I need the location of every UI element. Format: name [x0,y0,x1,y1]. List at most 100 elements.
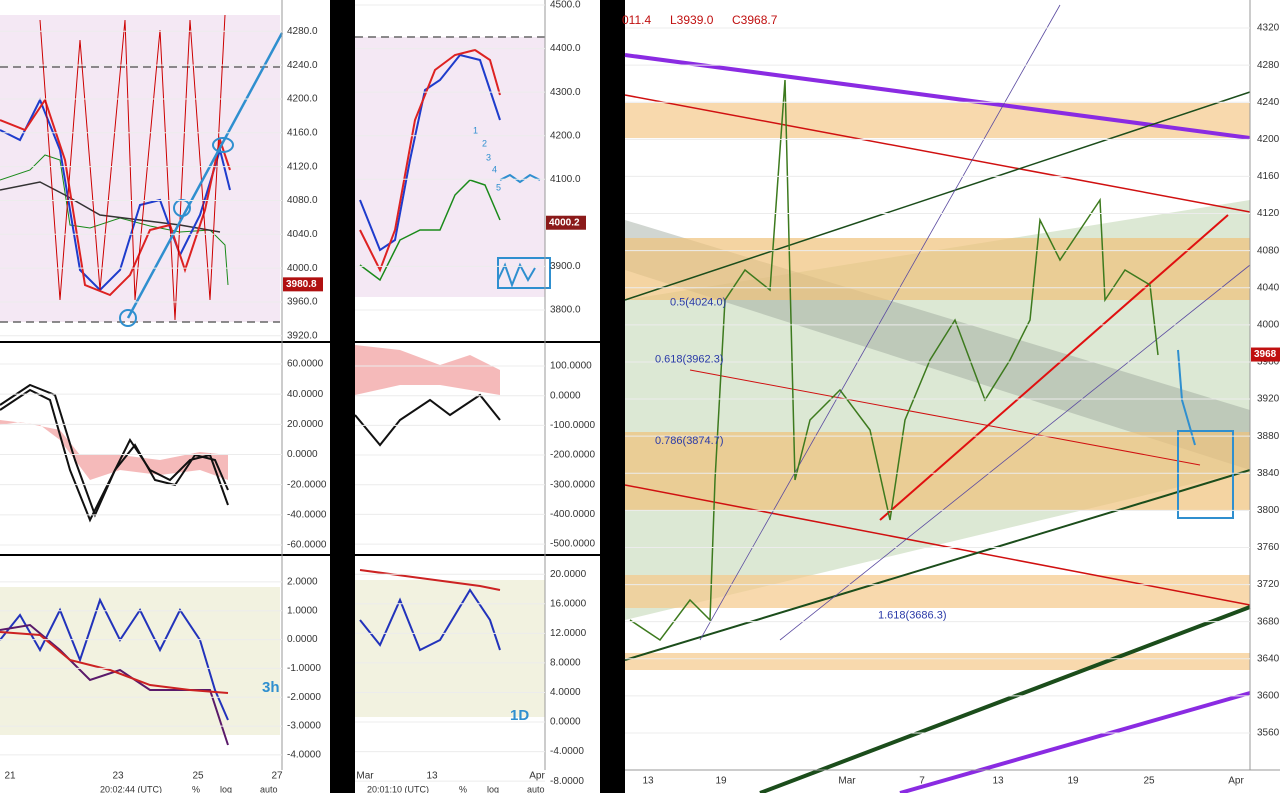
signal-line [359,588,501,652]
timeframe-label: 1D [510,707,529,724]
trend-line [126,32,284,319]
target-box [1177,430,1234,519]
y-tick-label: 60.0000 [287,359,324,370]
wave-label: 3 [486,152,491,162]
trend-line [624,469,1251,661]
trend-line [624,53,1251,140]
x-tick-label: Apr [529,771,545,782]
trend-line [624,91,1251,301]
footer-log: log [220,784,232,793]
y-tick-label: -1.0000 [287,663,321,674]
price-tag-label: 3968 [1254,349,1277,360]
y-tick-label: 4280.0 [287,26,318,37]
y-tick-label: 0.0000 [287,634,318,645]
y-tick-label: 8.0000 [550,658,581,669]
x-tick-label: 25 [1143,776,1155,787]
y-tick-label: 2.0000 [287,577,318,588]
indicator-line [0,97,231,297]
osc-line [0,383,229,518]
wave-label: 5 [496,182,501,192]
footer-time: 20:02:44 (UTC) [100,784,162,793]
timeframe-label: 3h [262,679,280,696]
footer-percent: % [459,784,467,793]
y-tick-label: -8.0000 [550,776,584,787]
wave-label: 4 [492,164,497,174]
y-tick-label: 3960 [1257,357,1280,368]
y-tick-label: 3640 [1257,653,1280,664]
y-tick-label: 3600 [1257,691,1280,702]
y-tick-label: 3900.0 [550,261,581,272]
y-tick-label: 3920 [1257,394,1280,405]
y-tick-label: -200.0000 [550,450,595,461]
price-tag [1251,347,1280,362]
y-tick-label: 3560 [1257,728,1280,739]
y-tick-label: 4120 [1257,208,1280,219]
trend-line [899,691,1251,793]
y-tick-label: 4200.0 [550,130,581,141]
y-tick-label: 3800.0 [550,305,581,316]
price-line [0,154,229,286]
y-tick-label: 4000.0 [287,263,318,274]
y-tick-label: 40.0000 [287,389,324,400]
supply-zone [625,103,1250,138]
fan-line [779,264,1251,641]
y-tick-label: -4.0000 [550,746,584,757]
demand-zone [625,653,1250,670]
y-tick-label: 3840 [1257,468,1280,479]
y-tick-label: 0.0000 [550,390,581,401]
y-tick-label: -4.0000 [287,750,321,761]
y-tick-label: 4080.0 [287,195,318,206]
y-tick-label: -500.0000 [550,539,595,550]
osc-line [354,393,501,447]
supply-zone [625,238,1250,300]
ohlc-open: 011.4 [622,13,651,27]
y-tick-label: 3960.0 [287,297,318,308]
trend-line [624,94,1251,213]
y-tick-label: 16.0000 [550,598,587,609]
y-tick-label: 4120.0 [287,161,318,172]
y-tick-label: 4300.0 [550,87,581,98]
y-tick-label: 4040.0 [287,229,318,240]
price-tag [283,277,323,292]
osc-cloud [355,345,500,395]
x-tick-label: 7 [919,776,925,787]
wave-label: 2 [482,138,487,148]
y-tick-label: -2.0000 [287,692,321,703]
y-tick-label: 12.0000 [550,628,587,639]
y-tick-label: 3720 [1257,579,1280,590]
target-box [497,257,551,289]
oscillating-line [39,14,226,321]
price-tag-label: 4000.2 [549,217,580,228]
ohlc-close: C3968.7 [732,13,778,27]
x-tick-label: 13 [642,776,654,787]
y-tick-label: 4280 [1257,60,1280,71]
x-tick-label: Mar [838,776,856,787]
price-line [629,79,1159,642]
y-tick-label: 4160.0 [287,127,318,138]
x-tick-label: 27 [271,771,283,782]
y-tick-label: -60.0000 [287,540,327,551]
x-tick-label: 19 [1067,776,1079,787]
trend-line [879,214,1229,521]
y-tick-label: 3800 [1257,505,1280,516]
y-tick-label: 4400.0 [550,43,581,54]
demand-zone [625,432,1250,510]
y-tick-label: 4240.0 [287,60,318,71]
y-tick-label: 0.0000 [287,449,318,460]
band-zone [355,580,545,717]
y-tick-label: -20.0000 [287,479,327,490]
price-tag-label: 3980.8 [286,279,317,290]
y-tick-label: 4500.0 [550,0,581,11]
footer-auto: auto [260,784,278,793]
wave-drawing [497,262,536,288]
y-tick-label: 0.0000 [550,717,581,728]
y-tick-label: 4240 [1257,97,1280,108]
marker-circle [212,137,234,153]
y-tick-label: 20.0000 [550,569,587,580]
y-tick-label: -100.0000 [550,420,595,431]
fib-label: 1.618(3686.3) [878,610,947,622]
x-tick-label: Apr [1228,776,1244,787]
demand-zone [625,575,1250,608]
